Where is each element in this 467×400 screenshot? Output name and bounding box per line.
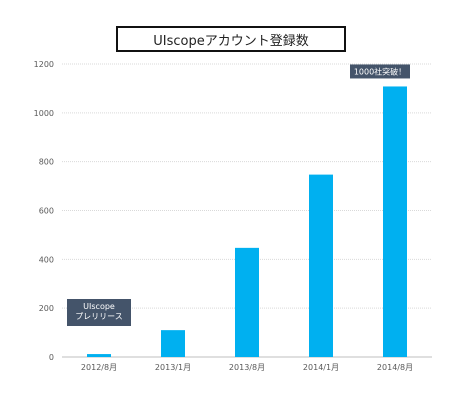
x-tick-label: 2013/8月	[229, 363, 265, 372]
bar	[235, 247, 259, 357]
y-tick-label: 400	[39, 255, 54, 264]
y-tick-label: 1000	[34, 109, 54, 118]
annotation-box	[67, 299, 131, 326]
x-axis-ticks: 2012/8月 2013/1月 2013/8月 2014/1月 2014/8月	[81, 363, 413, 372]
x-tick-label: 2014/1月	[303, 363, 339, 372]
annotation-text: 1000社突破！	[354, 66, 406, 76]
y-tick-label: 0	[49, 353, 54, 362]
y-axis-ticks: 0 200 400 600 800 1000 1200	[34, 60, 54, 362]
annotation-box	[350, 64, 410, 79]
x-tick-label: 2014/8月	[377, 363, 413, 372]
x-tick-label: 2013/1月	[155, 363, 191, 372]
y-tick-label: 1200	[34, 60, 54, 69]
bar	[309, 174, 333, 357]
x-tick-label: 2012/8月	[81, 363, 117, 372]
y-tick-label: 600	[39, 207, 54, 216]
y-tick-label: 800	[39, 158, 54, 167]
y-tick-label: 200	[39, 304, 54, 313]
annotation-text: プレリリース	[75, 312, 123, 321]
bars	[87, 86, 407, 358]
chart-title: UIscopeアカウント登録数	[116, 26, 346, 52]
bar	[87, 354, 111, 357]
bar	[161, 330, 185, 357]
annotation-text: UIscope	[83, 302, 115, 311]
bar	[383, 86, 407, 358]
